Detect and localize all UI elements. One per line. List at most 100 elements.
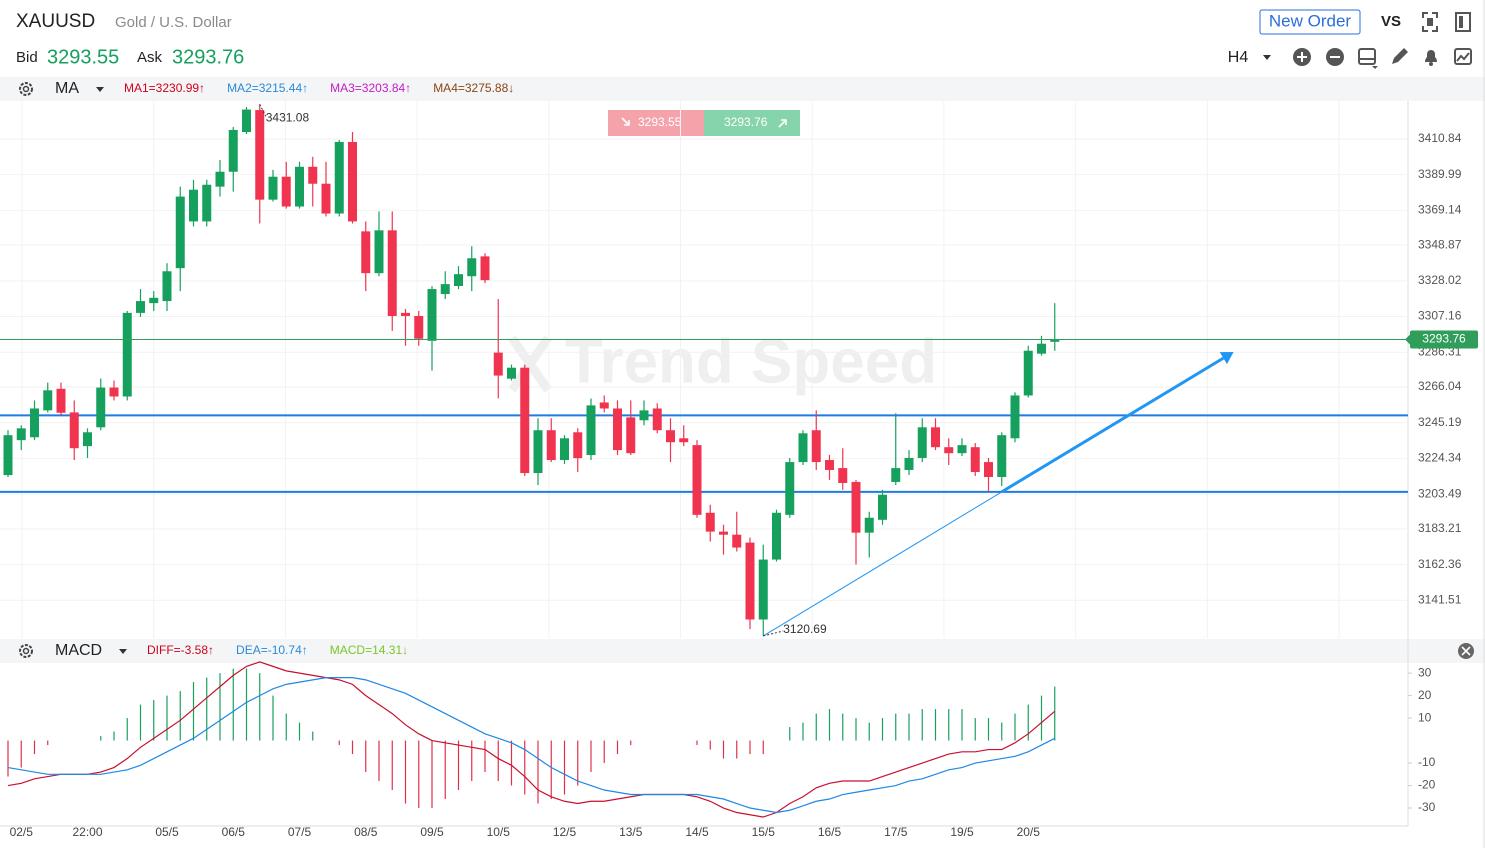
y-tick-label: 3369.14 (1418, 203, 1462, 217)
x-tick-label: 10/5 (487, 825, 511, 839)
candle-body (732, 534, 742, 548)
y-tick-label: 3307.16 (1418, 309, 1462, 323)
candle-body (679, 438, 689, 443)
indicator-toolbar (0, 77, 1485, 101)
macd-name[interactable]: MACD (55, 642, 102, 659)
dea-line (7, 677, 1056, 814)
instrument-name: Gold / U.S. Dollar (115, 14, 232, 31)
legend-entry: MA2=3215.44↑ (227, 81, 308, 95)
legend-entry: MA3=3203.84↑ (330, 81, 411, 95)
watermark-logo (508, 335, 552, 393)
indicator-dropdown[interactable] (96, 87, 104, 92)
draw-icon[interactable] (1392, 48, 1408, 64)
candle-body (745, 542, 755, 620)
candle-body (414, 315, 424, 339)
candle-body (586, 405, 596, 456)
candle-body (427, 289, 437, 341)
macd-dropdown[interactable] (119, 649, 127, 654)
candle-body (454, 274, 463, 286)
x-tick-label: 12/5 (553, 825, 577, 839)
y-tick-label: 3203.49 (1418, 486, 1462, 500)
candle-body (56, 388, 66, 413)
candle-body (175, 196, 185, 269)
candle-body (705, 512, 715, 532)
x-tick-label: 22:00 (72, 825, 102, 839)
legend-entry: DIFF=-3.58↑ (147, 643, 214, 657)
candle-body (838, 468, 848, 483)
candle-body (387, 230, 397, 316)
candle-body (16, 428, 26, 441)
candle-body (96, 387, 106, 428)
y-tick-label: 3162.36 (1418, 557, 1462, 571)
candle-body (189, 189, 198, 222)
trend-arrow-head (1219, 351, 1234, 365)
candle-body (599, 402, 609, 409)
candle-body (772, 512, 781, 560)
settings-icon[interactable] (19, 82, 33, 96)
candle-body (1037, 343, 1046, 354)
high-annotation: 3431.08 (266, 110, 310, 124)
candle-body (944, 447, 954, 454)
sell-box[interactable] (608, 110, 704, 136)
candle-body (122, 312, 132, 397)
candle-body (268, 176, 278, 200)
alert-icon[interactable] (1425, 50, 1437, 66)
buy-price[interactable]: 3293.76 (724, 115, 768, 129)
low-annotation: 3120.69 (783, 622, 827, 636)
candle-body (931, 427, 940, 448)
candle-body (811, 430, 821, 463)
ask-price: 3293.76 (172, 46, 244, 68)
candle-body (984, 462, 993, 477)
close-macd[interactable] (1458, 643, 1474, 659)
macd-toolbar (0, 639, 1485, 663)
chart-type-icon[interactable] (1454, 48, 1472, 65)
legend-entry: MA4=3275.88↓ (433, 81, 514, 95)
x-tick-label: 16/5 (818, 825, 842, 839)
candle-body (917, 427, 927, 458)
indicator-name[interactable]: MA (55, 80, 79, 97)
candle-body (467, 258, 477, 277)
bid-label: Bid (16, 49, 38, 66)
diff-line (7, 661, 1056, 818)
y-tick-label: 3141.51 (1418, 592, 1462, 606)
candle-body (480, 256, 490, 281)
x-tick-label: 13/5 (619, 825, 643, 839)
y-tick-label: 3245.19 (1418, 415, 1462, 429)
panel-icon[interactable] (1455, 12, 1471, 32)
zoom-out-icon[interactable] (1326, 48, 1344, 66)
candle-body (321, 183, 331, 214)
legend-entry: MACD=14.31↓ (330, 643, 408, 657)
candle-body (334, 141, 344, 214)
candle-body (228, 129, 238, 172)
trend-line-thin (762, 491, 1003, 637)
candle-body (997, 435, 1007, 477)
candle-body (798, 433, 808, 463)
new-order-label[interactable]: New Order (1269, 11, 1352, 30)
y-tick-label: -30 (1418, 800, 1436, 814)
candle-body (864, 517, 874, 533)
y-tick-label: 30 (1418, 665, 1432, 679)
x-tick-label: 06/5 (222, 825, 246, 839)
price-tag (1410, 330, 1478, 349)
new-order-button[interactable] (1259, 9, 1361, 35)
timeframe[interactable]: H4 (1228, 49, 1249, 66)
y-tick-label: -20 (1418, 778, 1436, 792)
zoom-in-icon[interactable] (1293, 48, 1311, 66)
candle-body (613, 408, 622, 451)
sell-price[interactable]: 3293.55 (638, 115, 682, 129)
bid-price: 3293.55 (47, 46, 119, 68)
candle-body (69, 412, 79, 449)
candle-body (692, 445, 702, 515)
timeframe-dropdown[interactable] (1263, 55, 1271, 60)
vs-button[interactable]: VS (1381, 13, 1401, 30)
y-tick-label: 3224.34 (1418, 451, 1462, 465)
layout-icon[interactable] (1358, 48, 1378, 69)
candle-body (1050, 339, 1060, 342)
fullscreen-icon[interactable] (1422, 12, 1438, 32)
candle-body (136, 301, 145, 313)
candle-body (666, 430, 675, 443)
candle-body (719, 531, 728, 535)
y-tick-label: 3328.02 (1418, 273, 1462, 287)
macd-settings-icon[interactable] (19, 644, 33, 658)
